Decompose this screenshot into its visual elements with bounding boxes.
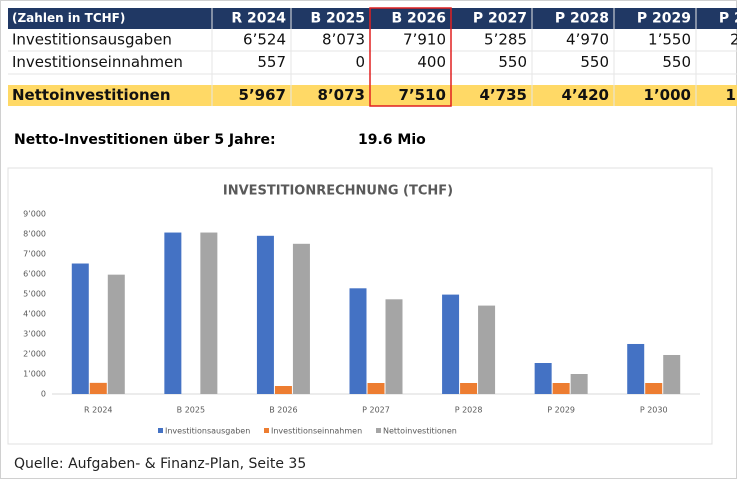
bar [292, 243, 310, 394]
x-tick-label: R 2024 [84, 406, 112, 415]
summary-label: Netto-Investitionen über 5 Jahre: [14, 132, 276, 148]
bar [89, 382, 107, 394]
legend-label: Investitionseinnahmen [271, 427, 362, 436]
table-cell: 5’285 [484, 31, 527, 49]
x-tick-label: P 2027 [362, 406, 390, 415]
table-cell: 4’735 [480, 86, 527, 104]
total-row [8, 85, 737, 106]
bar [71, 263, 89, 394]
table-cell: 1’550 [648, 31, 691, 49]
table-cell: 8’073 [322, 31, 365, 49]
table: (Zahlen in TCHF) R 2024 B 2025 B 2026 P 2027… [8, 8, 737, 106]
header-cell: B 2026 [391, 11, 446, 27]
header-cell: P 2030 [719, 11, 737, 27]
source: Quelle: Aufgaben- & Finanz-Plan, Seite 3… [14, 456, 306, 472]
bar [367, 383, 385, 394]
bar [256, 235, 274, 394]
bar [442, 294, 460, 394]
legend-swatch [264, 428, 269, 433]
y-tick-label: 5’000 [23, 290, 46, 299]
table-cell: 8’073 [318, 86, 365, 104]
bar [385, 299, 403, 394]
legend-swatch [376, 428, 381, 433]
legend-label: Nettoinvestitionen [383, 427, 457, 436]
bar [107, 274, 125, 394]
table-cell: 550 [498, 53, 527, 71]
bar [645, 383, 663, 394]
bar [627, 343, 645, 394]
y-tick-label: 8’000 [23, 230, 46, 239]
table-cell: 557 [257, 53, 286, 71]
y-tick-label: 6’000 [23, 270, 46, 279]
y-tick-label: 4’000 [23, 310, 46, 319]
y-tick-label: 7’000 [23, 250, 46, 259]
x-tick-label: P 2029 [547, 406, 575, 415]
header-cell: P 2028 [555, 11, 609, 27]
table-cell: 1’000 [644, 86, 691, 104]
table-cell: 550 [580, 53, 609, 71]
table-cell: 5’967 [239, 86, 286, 104]
highlight-box [369, 7, 452, 107]
bar [570, 374, 588, 394]
table-cell: 4’420 [562, 86, 609, 104]
bar [349, 288, 367, 394]
bar [200, 232, 218, 394]
bar [663, 354, 681, 394]
x-tick-label: P 2030 [640, 406, 668, 415]
header-cell: P 2029 [637, 11, 691, 27]
y-tick-label: 3’000 [23, 330, 46, 339]
header-cell: (Zahlen in TCHF) [12, 11, 125, 25]
y-tick-label: 0 [41, 390, 46, 399]
table-cell: 0 [355, 53, 365, 71]
table-cell: Nettoinvestitionen [12, 86, 171, 104]
y-tick-label: 1’000 [23, 370, 46, 379]
bar [460, 383, 478, 394]
bar [478, 305, 496, 394]
table-cell: 7’510 [399, 86, 446, 104]
bar [534, 363, 552, 394]
x-tick-label: P 2028 [455, 406, 483, 415]
legend-swatch [158, 428, 163, 433]
table-cell: 400 [417, 53, 446, 71]
x-tick-label: B 2026 [269, 406, 297, 415]
x-tick-label: B 2025 [177, 406, 205, 415]
bar [274, 386, 292, 394]
table-cell: Investitionseinnahmen [12, 53, 183, 71]
header-cell: R 2024 [231, 11, 286, 27]
table-cell: 6’524 [243, 31, 286, 49]
header-cell: P 2027 [473, 11, 527, 27]
bar [552, 383, 570, 394]
y-tick-label: 9’000 [23, 210, 46, 219]
table-cell: Investitionsausgaben [12, 31, 172, 49]
table-cell: 1’951 [726, 86, 737, 104]
header-cell: B 2025 [310, 11, 365, 27]
bar [164, 232, 182, 394]
header-row [8, 8, 737, 29]
y-tick-label: 2’000 [23, 350, 46, 359]
legend-label: Investitionsausgaben [165, 427, 250, 436]
table-cell: 7’910 [403, 31, 446, 49]
summary-value: 19.6 Mio [358, 132, 426, 148]
table-cell: 550 [662, 53, 691, 71]
table-cell: 2’501 [730, 31, 737, 49]
table-cell: 4’970 [566, 31, 609, 49]
chart-title: INVESTITIONRECHNUNG (TCHF) [223, 184, 453, 199]
